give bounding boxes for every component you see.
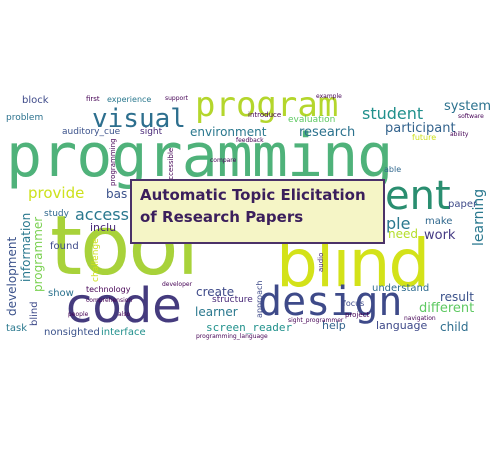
- cloud-word: understand: [372, 284, 429, 294]
- cloud-word: support: [165, 96, 188, 102]
- cloud-word: learning: [472, 189, 486, 246]
- cloud-word: work: [424, 229, 455, 242]
- cloud-word: different: [419, 302, 474, 315]
- cloud-word: focus: [343, 300, 364, 308]
- cloud-word: developer: [162, 282, 192, 288]
- cloud-word: need: [388, 228, 418, 240]
- cloud-word: structure: [212, 296, 253, 305]
- cloud-word: ent: [385, 176, 451, 216]
- cloud-word: software: [458, 114, 484, 120]
- cloud-word: people: [68, 312, 88, 318]
- cloud-word: also: [118, 312, 130, 318]
- cloud-word: interface: [101, 328, 146, 338]
- cloud-word: evaluation: [288, 116, 335, 125]
- cloud-word: learner: [195, 306, 238, 318]
- cloud-word: first: [86, 96, 100, 103]
- cloud-word: compare: [210, 158, 236, 164]
- cloud-word: screen_reader: [206, 322, 292, 333]
- cloud-word: development: [6, 237, 18, 316]
- cloud-word: study: [44, 210, 69, 219]
- cloud-word: future: [412, 134, 436, 142]
- cloud-word: able: [384, 166, 401, 174]
- cloud-word: feedback: [236, 138, 264, 144]
- cloud-word: comprehension: [86, 298, 132, 304]
- cloud-word: programmer: [32, 217, 44, 292]
- cloud-word: auditory_cue: [62, 128, 120, 137]
- cloud-word: found: [50, 242, 79, 252]
- cloud-word: approach: [256, 281, 264, 318]
- cloud-word: navigation: [404, 316, 436, 322]
- cloud-word: child: [440, 321, 469, 333]
- cloud-word: project: [345, 312, 369, 319]
- cloud-word: sight_programmer: [288, 318, 343, 324]
- cloud-word: technology: [86, 286, 130, 294]
- cloud-word: inclu: [90, 222, 116, 233]
- cloud-word: experience: [107, 96, 151, 104]
- cloud-word: task: [6, 324, 27, 334]
- cloud-word: block: [22, 96, 49, 106]
- caption-text: Automatic Topic Elicitation of Research …: [140, 186, 366, 226]
- cloud-word: make: [425, 217, 452, 227]
- cloud-word: problem: [6, 114, 43, 123]
- cloud-word: student: [362, 106, 423, 122]
- cloud-word: system: [444, 100, 491, 113]
- cloud-word: sight: [140, 128, 162, 137]
- cloud-word: introduce: [248, 112, 281, 119]
- cloud-word: nonsighted: [44, 328, 100, 338]
- cloud-word: research: [299, 126, 355, 139]
- cloud-word: provide: [28, 186, 84, 201]
- cloud-word: audio: [318, 253, 325, 272]
- cloud-word: ability: [450, 132, 468, 138]
- cloud-word: blind: [30, 301, 40, 326]
- cloud-word: show: [48, 289, 74, 299]
- caption-box: Automatic Topic Elicitation of Research …: [130, 179, 385, 244]
- cloud-word: programming: [110, 138, 117, 186]
- cloud-word: programming_language: [196, 334, 268, 340]
- cloud-word: challenge: [92, 238, 101, 282]
- cloud-word: example: [316, 94, 342, 100]
- cloud-word: bas: [106, 188, 127, 200]
